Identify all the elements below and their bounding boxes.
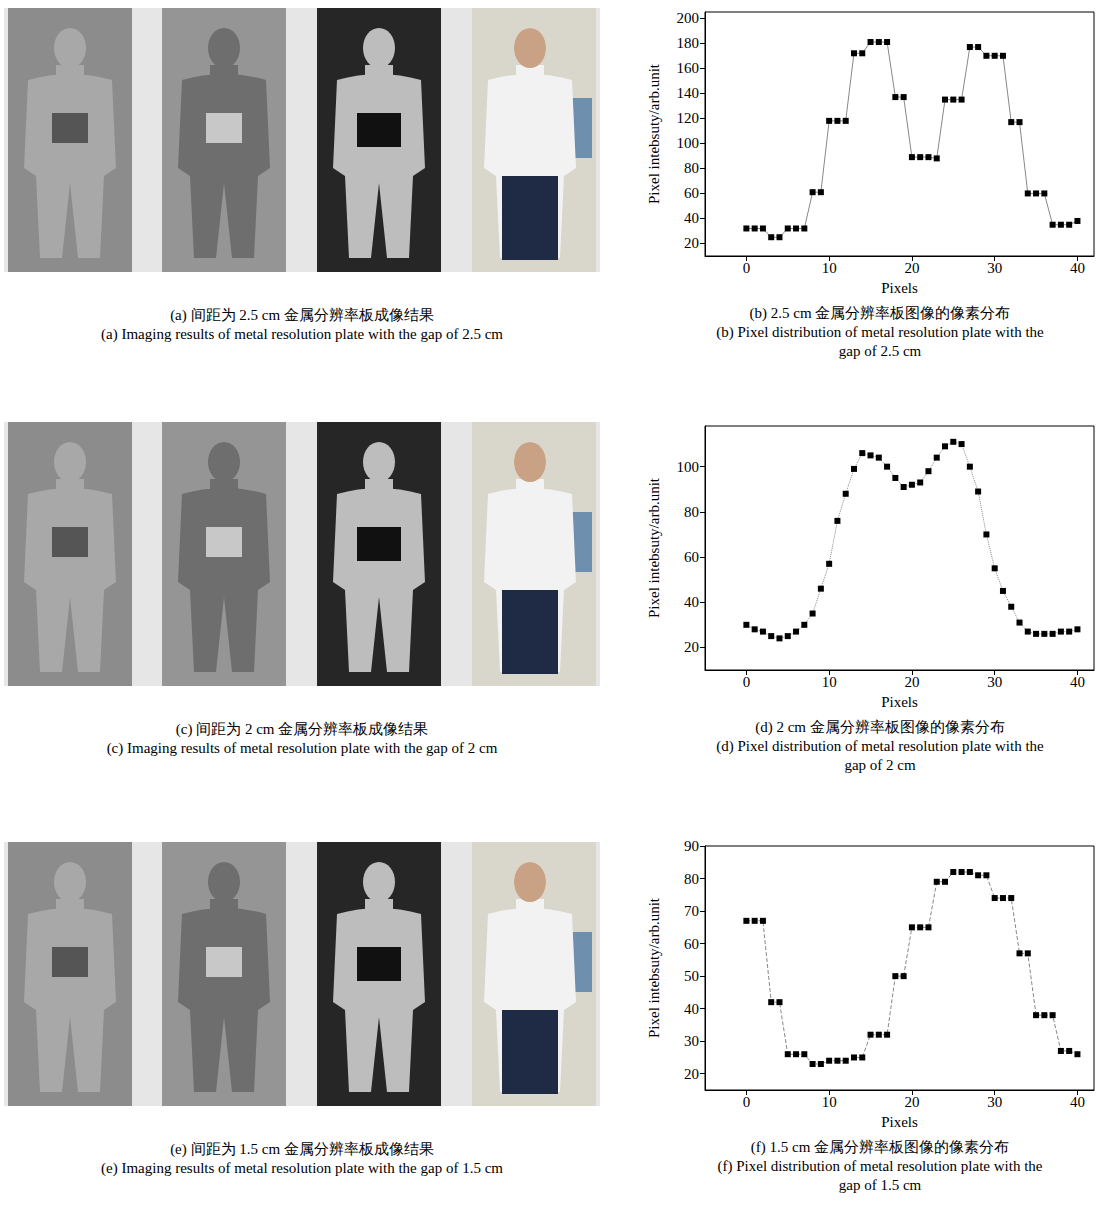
svg-text:60: 60 — [684, 549, 699, 565]
svg-text:90: 90 — [684, 838, 699, 854]
svg-text:100: 100 — [677, 459, 700, 475]
svg-text:Pixel intebsuty/arb.unit: Pixel intebsuty/arb.unit — [646, 477, 662, 618]
svg-text:Pixel intebsuty/arb.unit: Pixel intebsuty/arb.unit — [646, 63, 662, 204]
svg-text:40: 40 — [684, 1001, 699, 1017]
svg-text:10: 10 — [822, 1094, 837, 1110]
svg-text:10: 10 — [822, 674, 837, 690]
svg-text:0: 0 — [743, 260, 751, 276]
svg-text:30: 30 — [987, 674, 1002, 690]
svg-text:20: 20 — [904, 1094, 919, 1110]
svg-text:160: 160 — [677, 60, 700, 76]
html-text:(e) 间距为 1.5 cm 金属分辨率板成像结果: (e) 间距为 1.5 cm 金属分辨率板成像结果 — [170, 1141, 434, 1157]
svg-text:20: 20 — [904, 260, 919, 276]
svg-text:100: 100 — [677, 135, 700, 151]
html-text:(c) Imaging results of metal r: (c) Imaging results of metal resolution … — [106, 740, 498, 756]
svg-text:20: 20 — [684, 235, 699, 251]
html-text:(d) 2 cm 金属分辨率板图像的像素分布: (d) 2 cm 金属分辨率板图像的像素分布 — [755, 719, 1005, 735]
svg-text:20: 20 — [684, 639, 699, 655]
svg-text:20: 20 — [684, 1066, 699, 1082]
svg-text:120: 120 — [677, 110, 700, 126]
svg-text:80: 80 — [684, 504, 699, 520]
svg-text:0: 0 — [743, 1094, 751, 1110]
html-text:(e) Imaging results of metal r: (e) Imaging results of metal resolution … — [101, 1160, 503, 1176]
svg-text:140: 140 — [677, 85, 700, 101]
svg-text:30: 30 — [987, 1094, 1002, 1110]
html-text:(d) Pixel distribution of meta: (d) Pixel distribution of metal resoluti… — [716, 738, 1044, 773]
html-text:(b) 2.5 cm 金属分辨率板图像的像素分布: (b) 2.5 cm 金属分辨率板图像的像素分布 — [749, 305, 1011, 321]
svg-text:20: 20 — [904, 674, 919, 690]
svg-text:60: 60 — [684, 185, 699, 201]
svg-text:Pixels: Pixels — [881, 280, 918, 296]
svg-text:40: 40 — [1070, 260, 1085, 276]
svg-text:80: 80 — [684, 160, 699, 176]
svg-text:40: 40 — [684, 210, 699, 226]
html-text:(f) 1.5 cm 金属分辨率板图像的像素分布: (f) 1.5 cm 金属分辨率板图像的像素分布 — [750, 1139, 1010, 1155]
svg-text:0: 0 — [743, 674, 751, 690]
html-text:(c) 间距为 2 cm 金属分辨率板成像结果: (c) 间距为 2 cm 金属分辨率板成像结果 — [175, 721, 429, 737]
svg-text:10: 10 — [822, 260, 837, 276]
html-text:(f) Pixel distribution of meta: (f) Pixel distribution of metal resoluti… — [717, 1158, 1043, 1193]
svg-text:30: 30 — [684, 1033, 699, 1049]
svg-text:180: 180 — [677, 35, 700, 51]
svg-text:Pixels: Pixels — [881, 694, 918, 710]
svg-text:Pixels: Pixels — [881, 1114, 918, 1130]
svg-text:50: 50 — [684, 968, 699, 984]
svg-text:30: 30 — [987, 260, 1002, 276]
svg-text:40: 40 — [1070, 674, 1085, 690]
html-text:(b) Pixel distribution of meta: (b) Pixel distribution of metal resoluti… — [716, 324, 1044, 359]
svg-text:Pixel intebsuty/arb.unit: Pixel intebsuty/arb.unit — [646, 897, 662, 1038]
html-text:(a) 间距为 2.5 cm 金属分辨率板成像结果: (a) 间距为 2.5 cm 金属分辨率板成像结果 — [170, 307, 434, 323]
svg-text:80: 80 — [684, 871, 699, 887]
svg-text:40: 40 — [684, 594, 699, 610]
svg-text:70: 70 — [684, 903, 699, 919]
html-text:(a) Imaging results of metal r: (a) Imaging results of metal resolution … — [101, 326, 503, 342]
svg-text:40: 40 — [1070, 1094, 1085, 1110]
svg-text:200: 200 — [677, 10, 700, 26]
svg-text:60: 60 — [684, 936, 699, 952]
